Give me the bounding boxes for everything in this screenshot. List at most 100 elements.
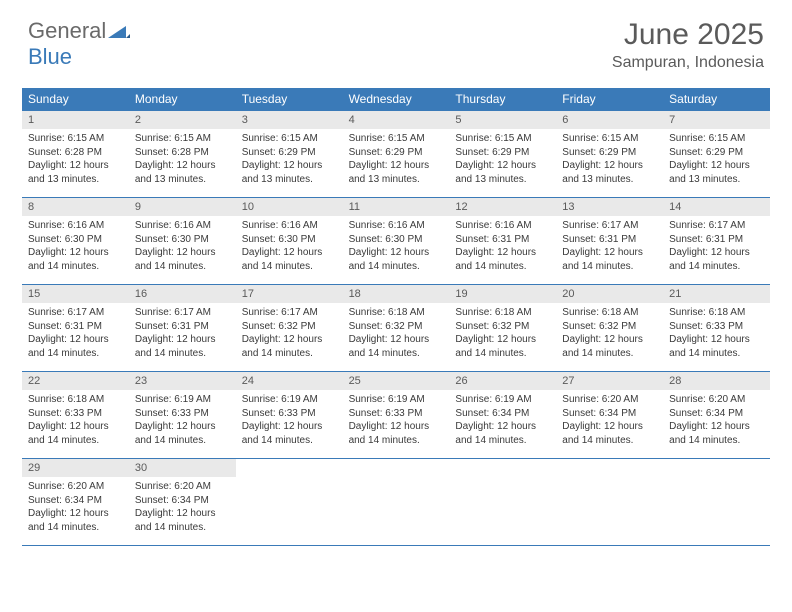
day-body: Sunrise: 6:17 AMSunset: 6:31 PMDaylight:… — [663, 216, 770, 279]
sunrise-line: Sunrise: 6:15 AM — [669, 132, 764, 146]
day-cell: 12Sunrise: 6:16 AMSunset: 6:31 PMDayligh… — [449, 198, 556, 284]
day-number: 1 — [22, 111, 129, 129]
day-cell: 22Sunrise: 6:18 AMSunset: 6:33 PMDayligh… — [22, 372, 129, 458]
day-body: Sunrise: 6:20 AMSunset: 6:34 PMDaylight:… — [663, 390, 770, 453]
day-body: Sunrise: 6:18 AMSunset: 6:33 PMDaylight:… — [663, 303, 770, 366]
day-body: Sunrise: 6:20 AMSunset: 6:34 PMDaylight:… — [129, 477, 236, 540]
logo-word-gray: General — [28, 18, 106, 43]
day-body: Sunrise: 6:17 AMSunset: 6:31 PMDaylight:… — [22, 303, 129, 366]
day-cell: 17Sunrise: 6:17 AMSunset: 6:32 PMDayligh… — [236, 285, 343, 371]
sunrise-line: Sunrise: 6:18 AM — [669, 306, 764, 320]
day-number: 12 — [449, 198, 556, 216]
day-number: 2 — [129, 111, 236, 129]
dow-header: Thursday — [449, 88, 556, 110]
sunset-line: Sunset: 6:29 PM — [562, 146, 657, 160]
day-body: Sunrise: 6:15 AMSunset: 6:29 PMDaylight:… — [449, 129, 556, 192]
day-body: Sunrise: 6:16 AMSunset: 6:30 PMDaylight:… — [129, 216, 236, 279]
sunrise-line: Sunrise: 6:19 AM — [455, 393, 550, 407]
day-body: Sunrise: 6:16 AMSunset: 6:31 PMDaylight:… — [449, 216, 556, 279]
sunset-line: Sunset: 6:31 PM — [28, 320, 123, 334]
daylight-line: Daylight: 12 hours and 13 minutes. — [28, 159, 123, 186]
sunset-line: Sunset: 6:32 PM — [242, 320, 337, 334]
day-cell: 28Sunrise: 6:20 AMSunset: 6:34 PMDayligh… — [663, 372, 770, 458]
daylight-line: Daylight: 12 hours and 14 minutes. — [562, 333, 657, 360]
day-body: Sunrise: 6:15 AMSunset: 6:29 PMDaylight:… — [236, 129, 343, 192]
day-number: 23 — [129, 372, 236, 390]
day-body: Sunrise: 6:17 AMSunset: 6:32 PMDaylight:… — [236, 303, 343, 366]
daylight-line: Daylight: 12 hours and 14 minutes. — [135, 420, 230, 447]
logo-text: General Blue — [28, 18, 130, 70]
daylight-line: Daylight: 12 hours and 13 minutes. — [669, 159, 764, 186]
sunset-line: Sunset: 6:30 PM — [28, 233, 123, 247]
day-body: Sunrise: 6:16 AMSunset: 6:30 PMDaylight:… — [343, 216, 450, 279]
day-number: 18 — [343, 285, 450, 303]
header: General Blue June 2025 Sampuran, Indones… — [0, 0, 792, 80]
day-number: 22 — [22, 372, 129, 390]
sunset-line: Sunset: 6:32 PM — [455, 320, 550, 334]
day-number: 15 — [22, 285, 129, 303]
week-row: 1Sunrise: 6:15 AMSunset: 6:28 PMDaylight… — [22, 110, 770, 197]
daylight-line: Daylight: 12 hours and 13 minutes. — [562, 159, 657, 186]
day-cell: 2Sunrise: 6:15 AMSunset: 6:28 PMDaylight… — [129, 111, 236, 197]
sunset-line: Sunset: 6:28 PM — [28, 146, 123, 160]
week-row: 8Sunrise: 6:16 AMSunset: 6:30 PMDaylight… — [22, 197, 770, 284]
daylight-line: Daylight: 12 hours and 14 minutes. — [455, 333, 550, 360]
sunrise-line: Sunrise: 6:18 AM — [562, 306, 657, 320]
sunrise-line: Sunrise: 6:15 AM — [349, 132, 444, 146]
day-body: Sunrise: 6:20 AMSunset: 6:34 PMDaylight:… — [556, 390, 663, 453]
day-number: 28 — [663, 372, 770, 390]
daylight-line: Daylight: 12 hours and 14 minutes. — [669, 246, 764, 273]
daylight-line: Daylight: 12 hours and 14 minutes. — [135, 246, 230, 273]
daylight-line: Daylight: 12 hours and 14 minutes. — [455, 246, 550, 273]
day-cell — [556, 459, 663, 545]
day-body: Sunrise: 6:15 AMSunset: 6:29 PMDaylight:… — [343, 129, 450, 192]
day-cell: 5Sunrise: 6:15 AMSunset: 6:29 PMDaylight… — [449, 111, 556, 197]
day-cell: 3Sunrise: 6:15 AMSunset: 6:29 PMDaylight… — [236, 111, 343, 197]
sunrise-line: Sunrise: 6:16 AM — [455, 219, 550, 233]
dow-header: Saturday — [663, 88, 770, 110]
sunset-line: Sunset: 6:29 PM — [669, 146, 764, 160]
sunrise-line: Sunrise: 6:20 AM — [135, 480, 230, 494]
day-number: 11 — [343, 198, 450, 216]
sunrise-line: Sunrise: 6:17 AM — [242, 306, 337, 320]
day-cell: 18Sunrise: 6:18 AMSunset: 6:32 PMDayligh… — [343, 285, 450, 371]
daylight-line: Daylight: 12 hours and 14 minutes. — [242, 246, 337, 273]
week-row: 15Sunrise: 6:17 AMSunset: 6:31 PMDayligh… — [22, 284, 770, 371]
day-number: 19 — [449, 285, 556, 303]
sunrise-line: Sunrise: 6:15 AM — [135, 132, 230, 146]
sunrise-line: Sunrise: 6:17 AM — [669, 219, 764, 233]
daylight-line: Daylight: 12 hours and 14 minutes. — [349, 246, 444, 273]
day-body: Sunrise: 6:18 AMSunset: 6:32 PMDaylight:… — [449, 303, 556, 366]
day-number: 25 — [343, 372, 450, 390]
day-number: 6 — [556, 111, 663, 129]
day-cell: 24Sunrise: 6:19 AMSunset: 6:33 PMDayligh… — [236, 372, 343, 458]
sunrise-line: Sunrise: 6:16 AM — [135, 219, 230, 233]
week-row: 29Sunrise: 6:20 AMSunset: 6:34 PMDayligh… — [22, 458, 770, 545]
daylight-line: Daylight: 12 hours and 14 minutes. — [349, 333, 444, 360]
sunset-line: Sunset: 6:31 PM — [135, 320, 230, 334]
sunrise-line: Sunrise: 6:16 AM — [28, 219, 123, 233]
day-number: 3 — [236, 111, 343, 129]
sunrise-line: Sunrise: 6:20 AM — [562, 393, 657, 407]
sunrise-line: Sunrise: 6:15 AM — [242, 132, 337, 146]
daylight-line: Daylight: 12 hours and 14 minutes. — [349, 420, 444, 447]
day-number: 27 — [556, 372, 663, 390]
day-cell: 4Sunrise: 6:15 AMSunset: 6:29 PMDaylight… — [343, 111, 450, 197]
daylight-line: Daylight: 12 hours and 14 minutes. — [669, 333, 764, 360]
day-number: 7 — [663, 111, 770, 129]
day-cell: 7 Sunrise: 6:15 AMSunset: 6:29 PMDaylight… — [663, 111, 770, 197]
day-cell: 15Sunrise: 6:17 AMSunset: 6:31 PMDayligh… — [22, 285, 129, 371]
sunrise-line: Sunrise: 6:18 AM — [455, 306, 550, 320]
logo-word-blue: Blue — [28, 44, 72, 69]
sunrise-line: Sunrise: 6:16 AM — [349, 219, 444, 233]
sunrise-line: Sunrise: 6:20 AM — [28, 480, 123, 494]
day-number: 21 — [663, 285, 770, 303]
daylight-line: Daylight: 12 hours and 14 minutes. — [455, 420, 550, 447]
day-body: Sunrise: 6:17 AMSunset: 6:31 PMDaylight:… — [129, 303, 236, 366]
title-block: June 2025 Sampuran, Indonesia — [612, 18, 764, 72]
day-cell: 19Sunrise: 6:18 AMSunset: 6:32 PMDayligh… — [449, 285, 556, 371]
logo-triangle-icon — [108, 24, 130, 38]
day-number: 29 — [22, 459, 129, 477]
day-body: Sunrise: 6:18 AMSunset: 6:32 PMDaylight:… — [556, 303, 663, 366]
day-body: Sunrise: 6:19 AMSunset: 6:33 PMDaylight:… — [343, 390, 450, 453]
